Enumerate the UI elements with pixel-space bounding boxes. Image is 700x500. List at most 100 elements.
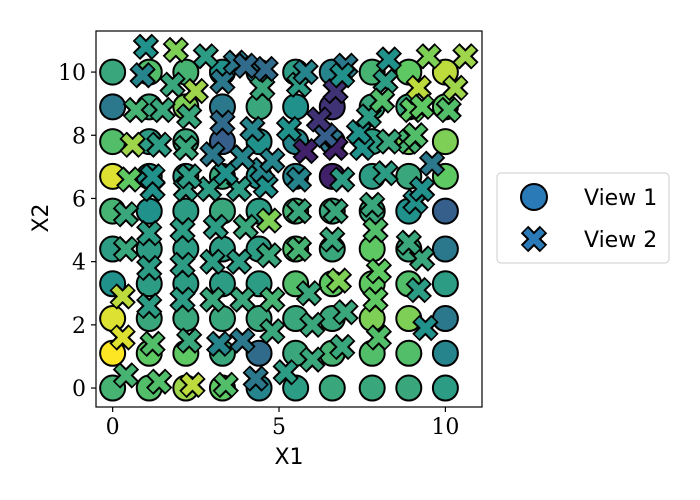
view2-point <box>109 324 136 351</box>
view2-point <box>402 122 429 149</box>
view2-point <box>255 207 283 234</box>
view2-point <box>232 52 259 79</box>
view2-point <box>112 362 140 389</box>
view2-point <box>159 71 186 98</box>
view1-point <box>431 339 459 367</box>
view2-point <box>169 251 196 279</box>
view1-point <box>431 197 459 225</box>
view2-point <box>299 311 326 339</box>
view2-point <box>299 346 326 373</box>
view2-point <box>149 96 176 124</box>
view2-point <box>122 96 150 124</box>
view2-point <box>329 62 356 89</box>
view2-point <box>112 201 140 228</box>
view2-point <box>259 147 286 174</box>
view2-point <box>395 229 423 256</box>
view1-point <box>431 374 459 402</box>
view2-point <box>229 144 256 171</box>
view2-point <box>179 371 206 399</box>
view1-point <box>395 339 423 367</box>
view2-point <box>322 197 349 225</box>
view2-point <box>112 235 140 263</box>
view2-point <box>129 62 156 89</box>
view2-point <box>199 286 226 313</box>
view2-point <box>199 141 226 168</box>
view2-point <box>212 371 239 399</box>
view2-point <box>136 254 163 282</box>
legend-label-view2: View 2 <box>584 228 657 253</box>
view2-point <box>229 286 256 313</box>
view1-point <box>431 235 459 263</box>
view2-point <box>272 359 299 386</box>
view2-point <box>109 283 136 310</box>
view2-point <box>329 333 356 361</box>
view2-point <box>242 365 269 392</box>
view2-point <box>175 163 203 190</box>
view1-point <box>318 374 346 402</box>
x-tick-label: 5 <box>272 415 286 440</box>
view2-point <box>259 317 286 345</box>
view2-point <box>172 134 200 162</box>
view2-point <box>295 280 323 307</box>
view1-point <box>431 270 459 298</box>
view2-point <box>205 330 233 358</box>
legend: View 1 View 2 <box>496 172 670 264</box>
view2-point <box>285 197 313 225</box>
view2-point <box>325 267 353 294</box>
y-tick-label: 8 <box>72 124 86 149</box>
view1-point <box>431 128 459 156</box>
view1-point <box>431 305 459 333</box>
view2-point <box>175 327 203 354</box>
view2-point <box>412 314 439 342</box>
x-axis-label: X1 <box>274 445 303 470</box>
view2-point <box>132 33 160 61</box>
view2-point <box>146 131 173 158</box>
view2-point <box>322 77 349 105</box>
y-axis-label: X2 <box>29 203 54 232</box>
view2-point <box>139 330 166 358</box>
view1-point <box>99 305 127 333</box>
view2-point <box>415 43 442 70</box>
legend-x-marker <box>520 225 548 253</box>
view2-point <box>408 93 436 121</box>
y-tick-label: 10 <box>58 61 86 86</box>
view2-point <box>408 175 436 203</box>
view2-point <box>229 327 256 354</box>
view2-point <box>139 163 166 190</box>
view2-point <box>362 216 389 244</box>
view2-point <box>169 216 196 244</box>
x-tick-label: 10 <box>431 415 459 440</box>
view2-point <box>116 166 143 193</box>
view1-point <box>99 58 127 86</box>
view2-point <box>239 115 266 143</box>
view2-point <box>375 46 403 73</box>
view2-point <box>209 109 236 136</box>
plot-area <box>99 33 479 402</box>
view2-point <box>146 368 173 395</box>
view2-point <box>285 235 313 263</box>
y-tick-label: 0 <box>72 377 86 402</box>
view2-point <box>312 122 339 149</box>
view1-point <box>358 374 386 402</box>
view2-point <box>362 286 389 313</box>
view2-point <box>405 276 432 304</box>
view2-point <box>358 191 386 218</box>
plot-frame <box>95 30 483 408</box>
view2-point <box>442 74 469 102</box>
view2-point <box>259 286 286 313</box>
x-tick-label: 0 <box>106 415 120 440</box>
view2-point <box>192 43 220 70</box>
view2-point <box>182 77 210 105</box>
view2-point <box>249 74 276 102</box>
view2-point <box>162 36 190 64</box>
legend-circle-marker <box>520 183 548 211</box>
view2-point <box>332 298 359 326</box>
view1-point <box>282 93 310 121</box>
view1-point <box>395 374 423 402</box>
view2-point <box>329 166 356 193</box>
view2-point <box>319 226 346 253</box>
axes: 0 5 10 0 2 4 6 8 10 <box>58 61 459 440</box>
view2-point <box>368 87 396 114</box>
view2-point <box>372 159 399 187</box>
